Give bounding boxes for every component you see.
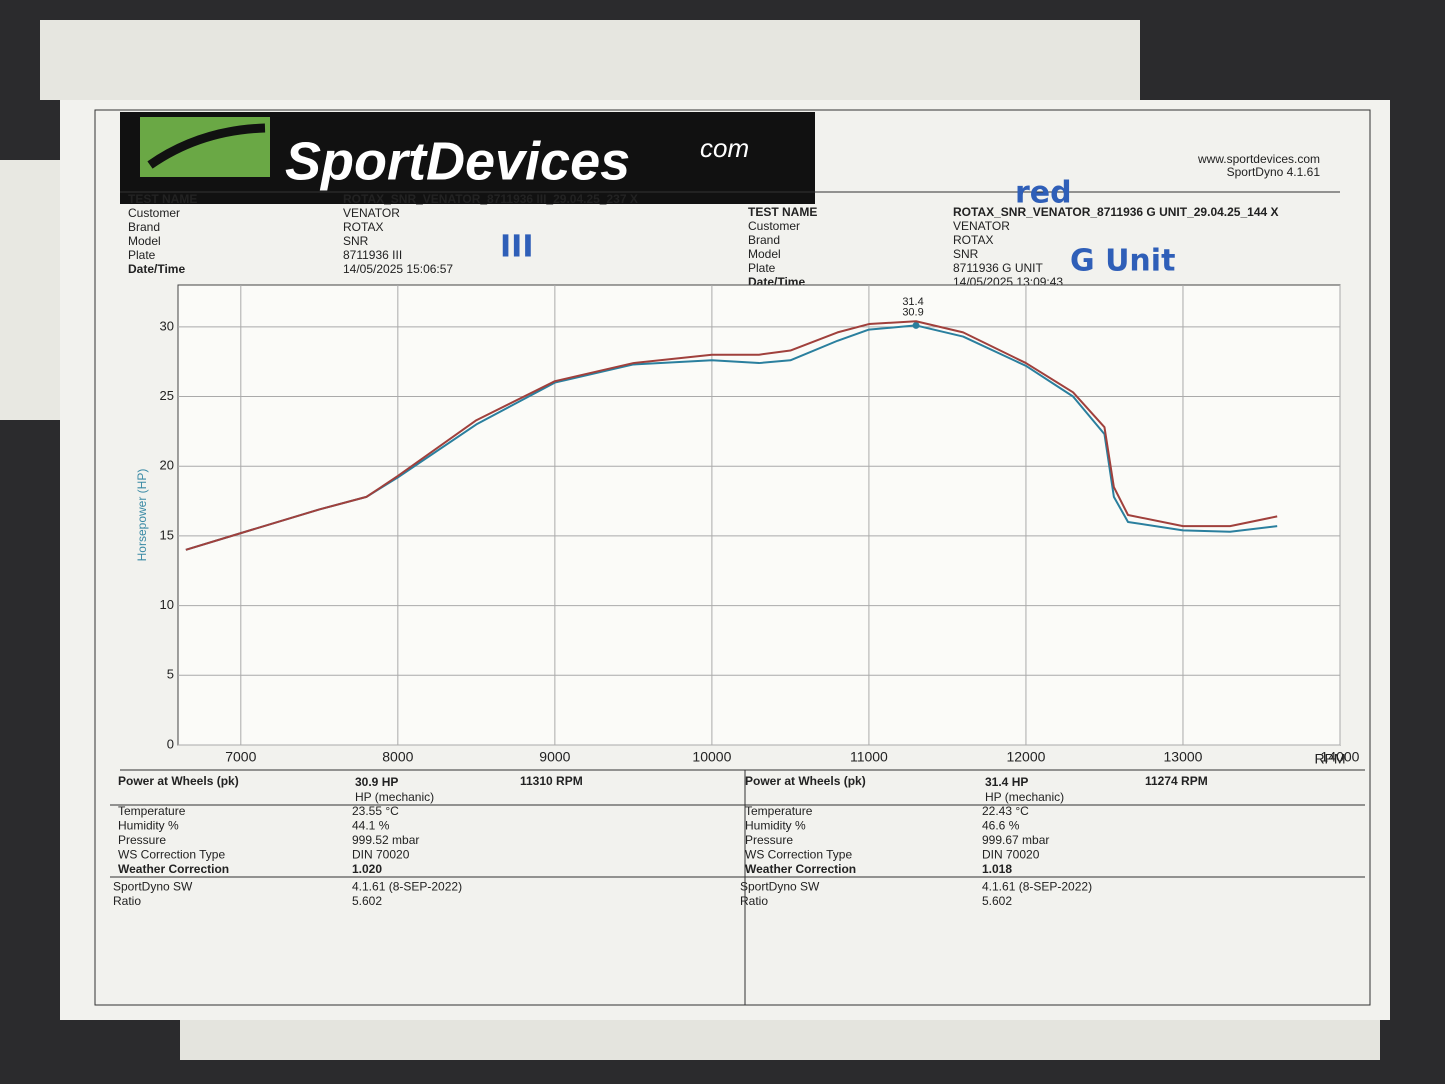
x-tick-label: 14000 bbox=[1321, 749, 1360, 765]
power-rpm: 11310 RPM bbox=[520, 774, 583, 788]
result-value: 999.52 mbar bbox=[352, 833, 419, 847]
test-value: 8711936 III bbox=[343, 248, 402, 262]
power-label: Power at Wheels (pk) bbox=[118, 774, 239, 788]
result-label: Humidity % bbox=[745, 819, 806, 833]
result-value: 23.55 °C bbox=[352, 804, 399, 818]
handwriting: G Unit bbox=[1070, 244, 1175, 279]
test-label: Customer bbox=[748, 219, 800, 233]
handwriting: III bbox=[500, 230, 534, 265]
test-value: ROTAX bbox=[953, 233, 993, 247]
power-rpm: 11274 RPM bbox=[1145, 774, 1208, 788]
test-value: ROTAX_SNR_VENATOR_8711936 G UNIT_29.04.2… bbox=[953, 205, 1279, 219]
power-unit: HP (mechanic) bbox=[985, 790, 1064, 804]
test-value: ROTAX bbox=[343, 220, 383, 234]
result-label: Temperature bbox=[118, 804, 186, 818]
dyno-curve bbox=[185, 320, 1278, 551]
result-value: 5.602 bbox=[982, 894, 1012, 908]
x-tick-label: 9000 bbox=[539, 749, 570, 765]
result-label: Temperature bbox=[745, 804, 813, 818]
result-label: Pressure bbox=[118, 833, 166, 847]
result-label: Ratio bbox=[113, 894, 141, 908]
y-tick-label: 0 bbox=[167, 736, 174, 751]
result-label: WS Correction Type bbox=[118, 848, 225, 862]
site: www.sportdevices.com bbox=[1197, 152, 1320, 166]
y-tick-label: 15 bbox=[160, 527, 174, 542]
peak-marker bbox=[912, 321, 920, 329]
result-label: Ratio bbox=[740, 894, 768, 908]
result-value: 22.43 °C bbox=[982, 804, 1029, 818]
test-label: Model bbox=[128, 234, 161, 248]
x-tick-label: 11000 bbox=[850, 749, 888, 765]
handwriting: red bbox=[1015, 176, 1072, 211]
result-value: 1.018 bbox=[982, 862, 1012, 876]
result-label: Weather Correction bbox=[118, 862, 229, 876]
result-value: 4.1.61 (8-SEP-2022) bbox=[352, 880, 462, 894]
x-tick-label: 13000 bbox=[1164, 749, 1203, 765]
result-value: 1.020 bbox=[352, 862, 382, 876]
y-tick-label: 20 bbox=[160, 458, 174, 473]
test-label: Model bbox=[748, 247, 781, 261]
frame bbox=[94, 109, 1371, 1006]
result-label: SportDyno SW bbox=[740, 880, 820, 894]
peak-label: 30.9 bbox=[902, 306, 923, 318]
y-axis-label: Horsepower (HP) bbox=[135, 469, 149, 562]
logo-text: SportDevices bbox=[285, 131, 630, 191]
result-label: Humidity % bbox=[118, 819, 179, 833]
x-axis-label: RPM bbox=[1314, 751, 1345, 767]
result-label: Weather Correction bbox=[745, 862, 856, 876]
test-value: SNR bbox=[953, 247, 979, 261]
test-label: Date/Time bbox=[128, 262, 185, 276]
plot-area bbox=[177, 284, 1341, 746]
peak-label: 31.4 bbox=[902, 296, 923, 308]
logo-swoosh bbox=[147, 123, 266, 169]
x-tick-label: 7000 bbox=[225, 749, 256, 765]
test-value: 14/05/2025 15:06:57 bbox=[343, 262, 453, 276]
result-label: WS Correction Type bbox=[745, 848, 852, 862]
result-label: Pressure bbox=[745, 833, 793, 847]
x-tick-label: 8000 bbox=[382, 749, 413, 765]
x-tick-label: 12000 bbox=[1006, 749, 1045, 765]
test-value: 8711936 G UNIT bbox=[953, 261, 1043, 275]
test-label: Brand bbox=[128, 220, 160, 234]
result-value: DIN 70020 bbox=[982, 848, 1040, 862]
power-value: 31.4 HP bbox=[985, 775, 1028, 789]
x-tick-label: 10000 bbox=[692, 749, 731, 765]
y-tick-label: 5 bbox=[167, 667, 174, 682]
result-value: 44.1 % bbox=[352, 819, 390, 833]
test-label: Plate bbox=[128, 248, 156, 262]
y-tick-label: 10 bbox=[160, 597, 174, 612]
y-tick-label: 30 bbox=[160, 318, 174, 333]
test-label: Plate bbox=[748, 261, 776, 275]
test-label: Brand bbox=[748, 233, 780, 247]
result-value: 5.602 bbox=[352, 894, 382, 908]
result-value: 4.1.61 (8-SEP-2022) bbox=[982, 880, 1092, 894]
test-value: VENATOR bbox=[343, 206, 400, 220]
test-label: Customer bbox=[128, 206, 180, 220]
power-value: 30.9 HP bbox=[355, 775, 398, 789]
version: SportDyno 4.1.61 bbox=[1227, 165, 1321, 179]
test-label: TEST NAME bbox=[748, 205, 817, 219]
power-label: Power at Wheels (pk) bbox=[745, 774, 866, 788]
logo-com: com bbox=[700, 133, 749, 163]
back-sheet bbox=[40, 20, 1140, 100]
y-tick-label: 25 bbox=[160, 388, 174, 403]
result-value: 46.6 % bbox=[982, 819, 1020, 833]
test-value: VENATOR bbox=[953, 219, 1010, 233]
result-value: DIN 70020 bbox=[352, 848, 410, 862]
test-label: TEST NAME bbox=[128, 192, 197, 206]
result-label: SportDyno SW bbox=[113, 880, 193, 894]
power-unit: HP (mechanic) bbox=[355, 790, 434, 804]
result-value: 999.67 mbar bbox=[982, 833, 1049, 847]
test-value: ROTAX_SNR_VENATOR_8711936 III_29.04.25_2… bbox=[343, 192, 638, 206]
test-value: SNR bbox=[343, 234, 369, 248]
